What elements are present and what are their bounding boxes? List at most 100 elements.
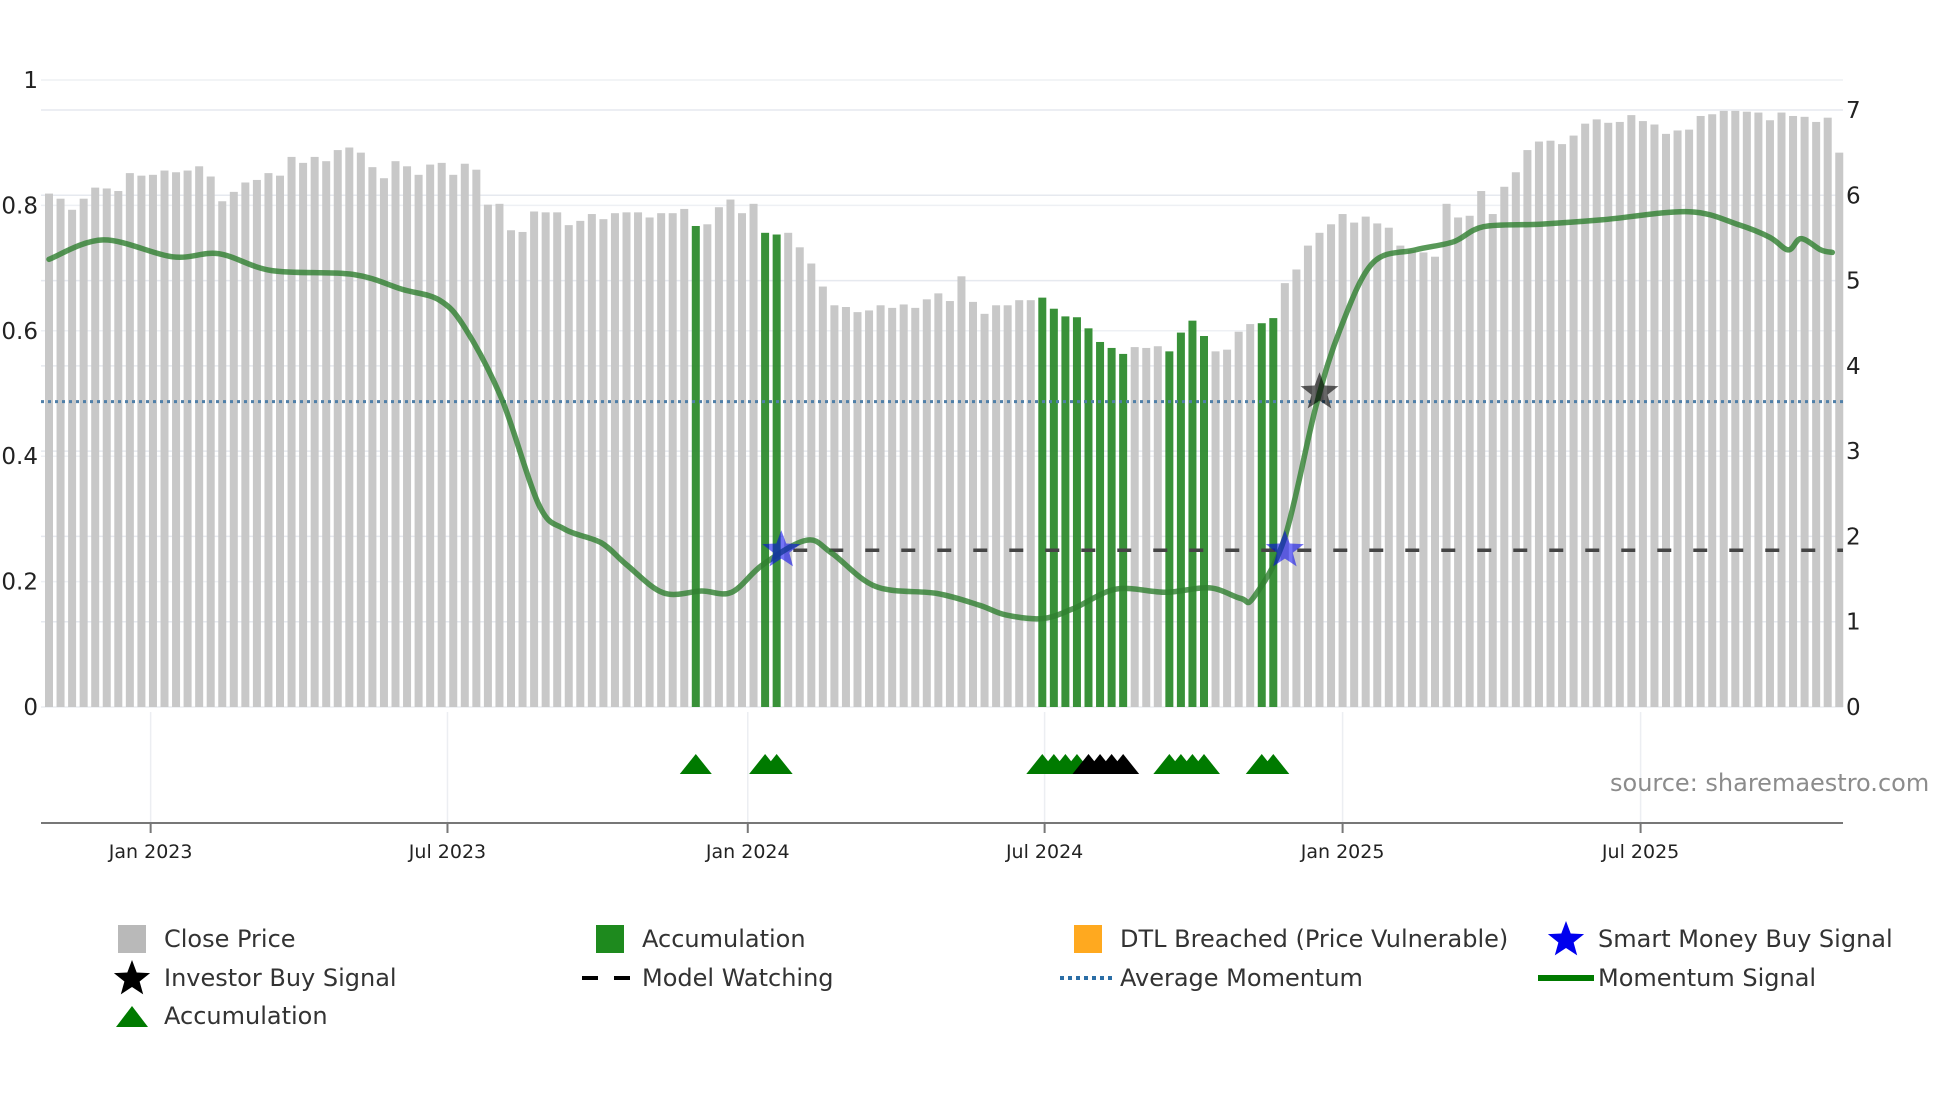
x-tick-label: Jul 2025 xyxy=(1601,841,1679,863)
close-price-bar xyxy=(714,207,723,707)
close-price-bar xyxy=(1407,249,1416,707)
close-price-bar xyxy=(703,224,712,708)
right-axis-label: 3 xyxy=(1846,439,1861,465)
close-price-bar xyxy=(749,203,758,708)
close-price-bar xyxy=(1708,114,1717,707)
close-price-bar xyxy=(622,212,631,708)
close-price-bar xyxy=(368,167,377,708)
x-tick-label: Jan 2023 xyxy=(108,841,193,863)
close-price-bar xyxy=(1534,141,1543,707)
legend-label: Average Momentum xyxy=(1120,964,1363,992)
close-price-bar xyxy=(1800,116,1809,707)
close-price-bar xyxy=(1003,305,1012,707)
close-price-bar xyxy=(114,191,123,707)
legend-label: Accumulation xyxy=(164,1002,328,1030)
legend-item: Accumulation xyxy=(590,922,806,956)
accumulation-triangle xyxy=(1257,754,1290,774)
close-price-bar xyxy=(241,182,250,707)
close-price-bar xyxy=(518,231,527,708)
green-line-icon xyxy=(1536,961,1596,995)
legend-label: Model Watching xyxy=(642,964,834,992)
close-price-bar xyxy=(403,166,412,707)
close-price-bar xyxy=(888,307,897,707)
close-price-bar xyxy=(1789,115,1798,708)
close-price-bar xyxy=(1823,117,1832,707)
close-price-bar xyxy=(576,220,585,707)
close-price-bar xyxy=(645,217,654,707)
close-price-bar xyxy=(1523,150,1532,707)
close-price-bar xyxy=(876,305,885,707)
close-price-bar xyxy=(1604,122,1613,708)
close-price-bar xyxy=(1581,123,1590,708)
close-price-bar xyxy=(668,213,677,707)
left-axis-label: 0 xyxy=(23,695,38,721)
close-price-bar xyxy=(922,299,931,707)
close-price-bar xyxy=(195,166,204,707)
close-price-bar xyxy=(1477,191,1486,707)
close-price-bar xyxy=(172,172,181,708)
accumulation-bar xyxy=(1038,297,1047,707)
close-price-bar xyxy=(1246,324,1255,707)
close-price-bar xyxy=(148,174,157,707)
close-price-bar xyxy=(460,163,469,708)
x-tick-label: Jul 2024 xyxy=(1005,841,1083,863)
green-square-icon xyxy=(590,922,630,956)
legend-item: Accumulation xyxy=(112,999,328,1033)
close-price-bar xyxy=(1731,110,1740,708)
legend-item: DTL Breached (Price Vulnerable) xyxy=(1068,922,1508,956)
close-price-bar xyxy=(264,173,273,707)
accumulation-bar xyxy=(1176,332,1185,707)
close-price-bar xyxy=(79,198,88,707)
legend-label: DTL Breached (Price Vulnerable) xyxy=(1120,925,1509,953)
close-price-bar xyxy=(218,201,227,707)
left-axis-label: 0.4 xyxy=(1,444,38,470)
close-price-bar xyxy=(738,213,746,707)
close-price-bar xyxy=(587,214,596,707)
smart-money-buy-star xyxy=(762,530,801,567)
legend-item: Smart Money Buy Signal xyxy=(1546,921,1893,956)
close-price-bar xyxy=(1569,135,1578,708)
close-price-bar xyxy=(1280,283,1289,707)
legend-item: Average Momentum xyxy=(1060,961,1363,995)
close-price-bar xyxy=(1338,214,1347,707)
close-price-bar xyxy=(657,213,666,707)
close-price-bar xyxy=(483,204,492,707)
close-price-bar xyxy=(1627,115,1636,708)
accumulation-bar xyxy=(761,232,770,707)
close-price-bar xyxy=(229,191,238,708)
close-price-bar xyxy=(1696,115,1705,708)
close-price-bar xyxy=(206,176,215,708)
close-price-bar xyxy=(1592,119,1601,708)
close-price-bar xyxy=(1234,331,1243,707)
accumulation-bar xyxy=(1107,347,1116,707)
close-price-bar xyxy=(1638,121,1647,707)
left-axis-label: 0.6 xyxy=(1,319,38,345)
left-axis-label: 0.8 xyxy=(1,193,38,219)
close-price-bar xyxy=(322,161,331,707)
close-price-bar xyxy=(1142,347,1151,707)
close-price-bar xyxy=(1835,152,1844,708)
close-price-bar xyxy=(1223,349,1232,707)
close-price-bar xyxy=(1026,300,1035,707)
accumulation-bar xyxy=(1119,353,1128,707)
blue-star-icon xyxy=(1546,921,1586,956)
close-price-bar xyxy=(726,199,735,708)
close-price-bar xyxy=(414,174,423,707)
close-price-bar xyxy=(680,208,689,707)
close-price-bar xyxy=(102,188,111,707)
close-price-bar xyxy=(1419,252,1428,708)
close-price-bar xyxy=(276,175,284,708)
close-price-bar xyxy=(634,212,643,708)
x-tick-label: Jan 2025 xyxy=(1300,841,1385,863)
black-triangle-marker xyxy=(1107,754,1140,774)
close-price-bar xyxy=(564,225,573,707)
right-axis-label: 4 xyxy=(1846,354,1861,380)
close-price-bar xyxy=(1615,121,1624,707)
close-price-bar xyxy=(472,169,481,707)
close-price-bar xyxy=(1315,232,1324,707)
green-triangle-icon xyxy=(112,999,152,1033)
legend-item: Close Price xyxy=(112,922,296,956)
black-star-icon xyxy=(112,960,152,995)
close-price-bar xyxy=(969,301,977,707)
